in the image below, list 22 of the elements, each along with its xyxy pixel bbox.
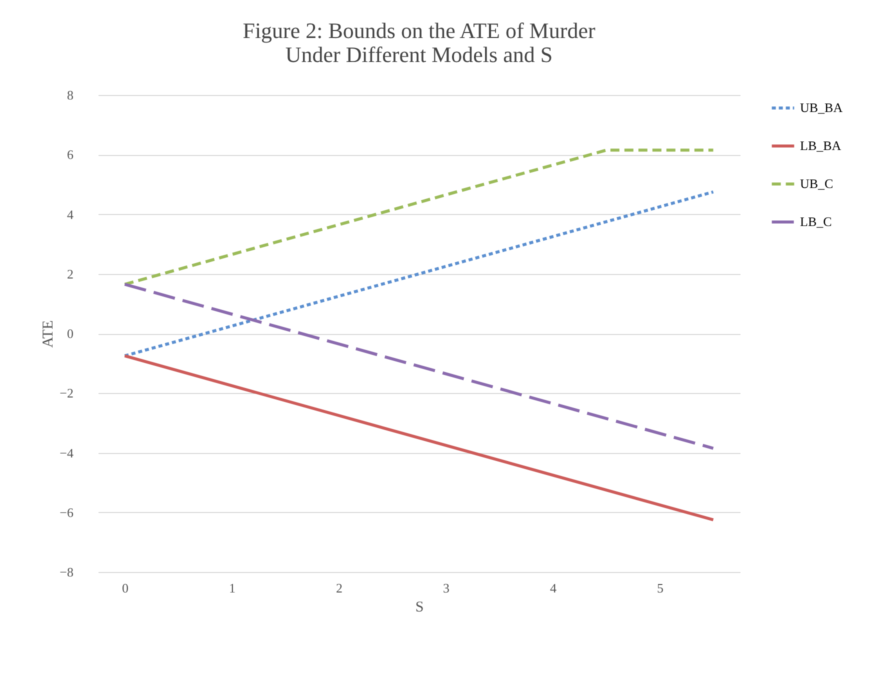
legend-label: LB_BA <box>800 138 842 153</box>
legend-label: LB_C <box>800 214 832 229</box>
x-tick-label: 0 <box>122 580 128 596</box>
x-tick-label: 1 <box>229 580 236 596</box>
chart-title: Figure 2: Bounds on the ATE of Murder Under Different Models and S <box>242 18 596 67</box>
legend-label: UB_C <box>800 176 834 191</box>
x-tick-label: 5 <box>657 580 664 596</box>
y-tick-label: −6 <box>60 504 74 520</box>
y-tick-label: 0 <box>67 326 74 341</box>
y-axis-title: ATE <box>40 320 57 348</box>
x-tick-label: 4 <box>550 580 557 596</box>
x-tick-label: 2 <box>336 580 342 596</box>
y-tick-label: −4 <box>60 445 74 460</box>
legend-label: UB_BA <box>800 100 844 115</box>
x-tick-label: 3 <box>443 580 450 596</box>
y-tick-label: 8 <box>67 88 74 102</box>
y-tick-label: 6 <box>67 147 74 162</box>
y-tick-label: 2 <box>67 266 74 282</box>
y-tick-label: −2 <box>60 386 74 401</box>
y-tick-label: 4 <box>67 206 74 222</box>
x-axis-title: S <box>415 600 424 616</box>
y-tick-label: −8 <box>60 564 74 580</box>
